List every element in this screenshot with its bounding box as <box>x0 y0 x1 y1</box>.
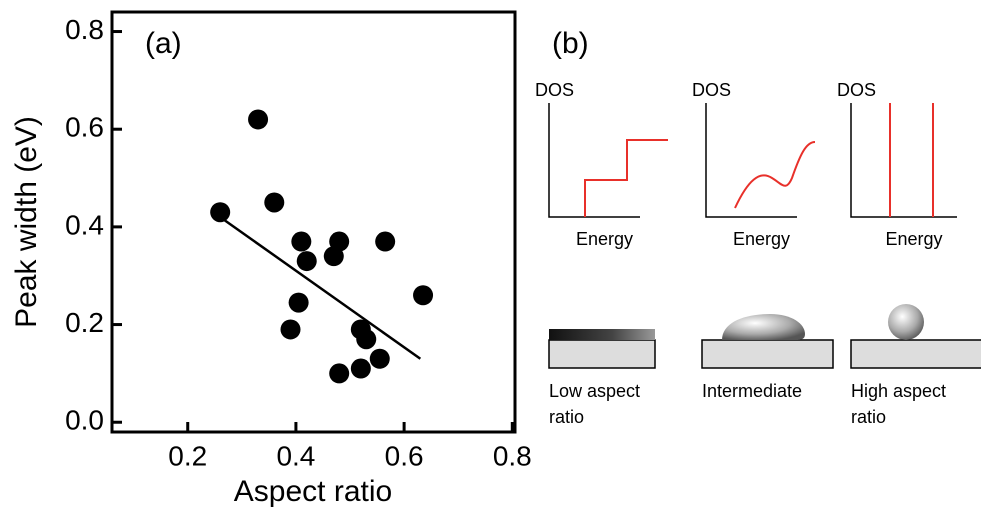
caption: Intermediate <box>702 381 802 401</box>
caption: ratio <box>549 407 584 427</box>
energy-label: Energy <box>733 229 790 249</box>
substrate <box>548 339 656 369</box>
data-point <box>264 192 285 213</box>
sphere <box>888 304 924 340</box>
data-point <box>296 251 317 272</box>
y-tick-label: 0.6 <box>65 112 104 143</box>
data-point <box>369 348 390 369</box>
x-tick-label: 0.2 <box>168 440 207 471</box>
caption: ratio <box>851 407 886 427</box>
x-tick-label: 0.4 <box>276 440 315 471</box>
data-point <box>375 231 396 252</box>
data-point <box>248 109 269 130</box>
dos-curve <box>889 103 934 217</box>
dos-axes <box>705 103 797 218</box>
energy-label: Energy <box>885 229 942 249</box>
panel-a: (a) Aspect ratio Peak width (eV) 0.2 0.4 0… <box>10 10 532 508</box>
dos-axes <box>850 103 957 218</box>
dos-axes <box>548 103 640 218</box>
data-point <box>210 202 231 223</box>
data-point <box>280 319 301 340</box>
panel-label: (b) <box>552 27 589 60</box>
substrate <box>850 339 981 369</box>
data-point <box>350 358 371 379</box>
data-point <box>329 363 350 384</box>
data-point <box>413 285 434 306</box>
x-axis-label: Aspect ratio <box>234 475 392 508</box>
caption: High aspect <box>851 381 946 401</box>
plot-frame <box>110 10 517 434</box>
droplet <box>722 314 805 340</box>
dos-label: DOS <box>692 80 731 100</box>
dos-curve <box>734 141 816 209</box>
film <box>549 329 655 340</box>
panel-label: (a) <box>145 27 182 60</box>
y-tick-label: 0.2 <box>65 307 104 338</box>
x-tick-label: 0.6 <box>385 440 424 471</box>
y-tick-label: 0.8 <box>65 14 104 45</box>
y-tick-label: 0.4 <box>65 209 104 240</box>
caption: Low aspect <box>549 381 640 401</box>
data-point <box>356 329 377 350</box>
dos-label: DOS <box>535 80 574 100</box>
x-tick-label: 0.8 <box>493 440 532 471</box>
energy-label: Energy <box>576 229 633 249</box>
substrate <box>701 339 834 369</box>
data-point <box>288 292 309 313</box>
panel-b: (b) DOS Energy DOS Energy DOS Energy Low aspec… <box>535 27 981 427</box>
y-tick-label: 0.0 <box>65 405 104 436</box>
y-axis-label: Peak width (eV) <box>10 116 43 328</box>
data-point <box>291 231 312 252</box>
dos-curve <box>584 139 668 217</box>
fit-line <box>219 216 422 360</box>
data-point <box>329 231 350 252</box>
dos-label: DOS <box>837 80 876 100</box>
